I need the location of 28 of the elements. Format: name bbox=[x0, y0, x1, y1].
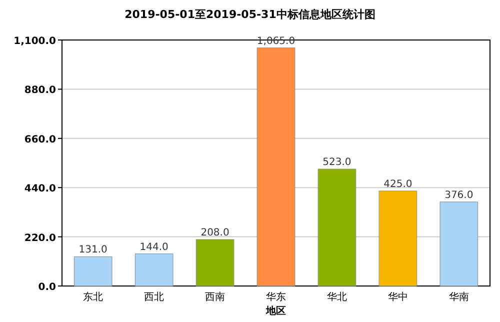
x-tick-label: 华南 bbox=[448, 291, 469, 303]
bar bbox=[318, 168, 356, 286]
x-tick-label: 华北 bbox=[326, 291, 347, 303]
x-tick-label: 华东 bbox=[266, 291, 286, 303]
x-tick-label: 东北 bbox=[83, 291, 104, 303]
bar bbox=[134, 254, 174, 286]
bar bbox=[256, 48, 296, 286]
y-tick-label: 660.0 bbox=[24, 134, 56, 146]
chart-title: 2019-05-01至2019-05-31中标信息地区统计图 bbox=[124, 8, 376, 21]
y-tick-label: 0.0 bbox=[38, 282, 56, 293]
bar bbox=[378, 190, 418, 286]
bar bbox=[440, 202, 478, 286]
bar bbox=[196, 239, 234, 286]
x-tick-label: 华中 bbox=[388, 291, 408, 303]
data-label: 208.0 bbox=[200, 227, 230, 238]
bar bbox=[74, 256, 112, 286]
y-tick-label: 1,100.0 bbox=[14, 36, 56, 47]
x-axis-title: 地区 bbox=[265, 305, 286, 317]
x-tick-label: 西北 bbox=[144, 291, 164, 303]
data-label: 523.0 bbox=[322, 157, 352, 168]
x-tick-label: 西南 bbox=[205, 291, 226, 303]
data-label: 425.0 bbox=[384, 178, 412, 190]
data-label: 131.0 bbox=[78, 244, 108, 256]
data-label: 376.0 bbox=[444, 190, 474, 201]
y-tick-label: 440.0 bbox=[24, 184, 56, 195]
y-tick-label: 220.0 bbox=[24, 232, 56, 244]
data-label: 144.0 bbox=[140, 242, 168, 253]
y-tick-label: 880.0 bbox=[24, 85, 56, 96]
